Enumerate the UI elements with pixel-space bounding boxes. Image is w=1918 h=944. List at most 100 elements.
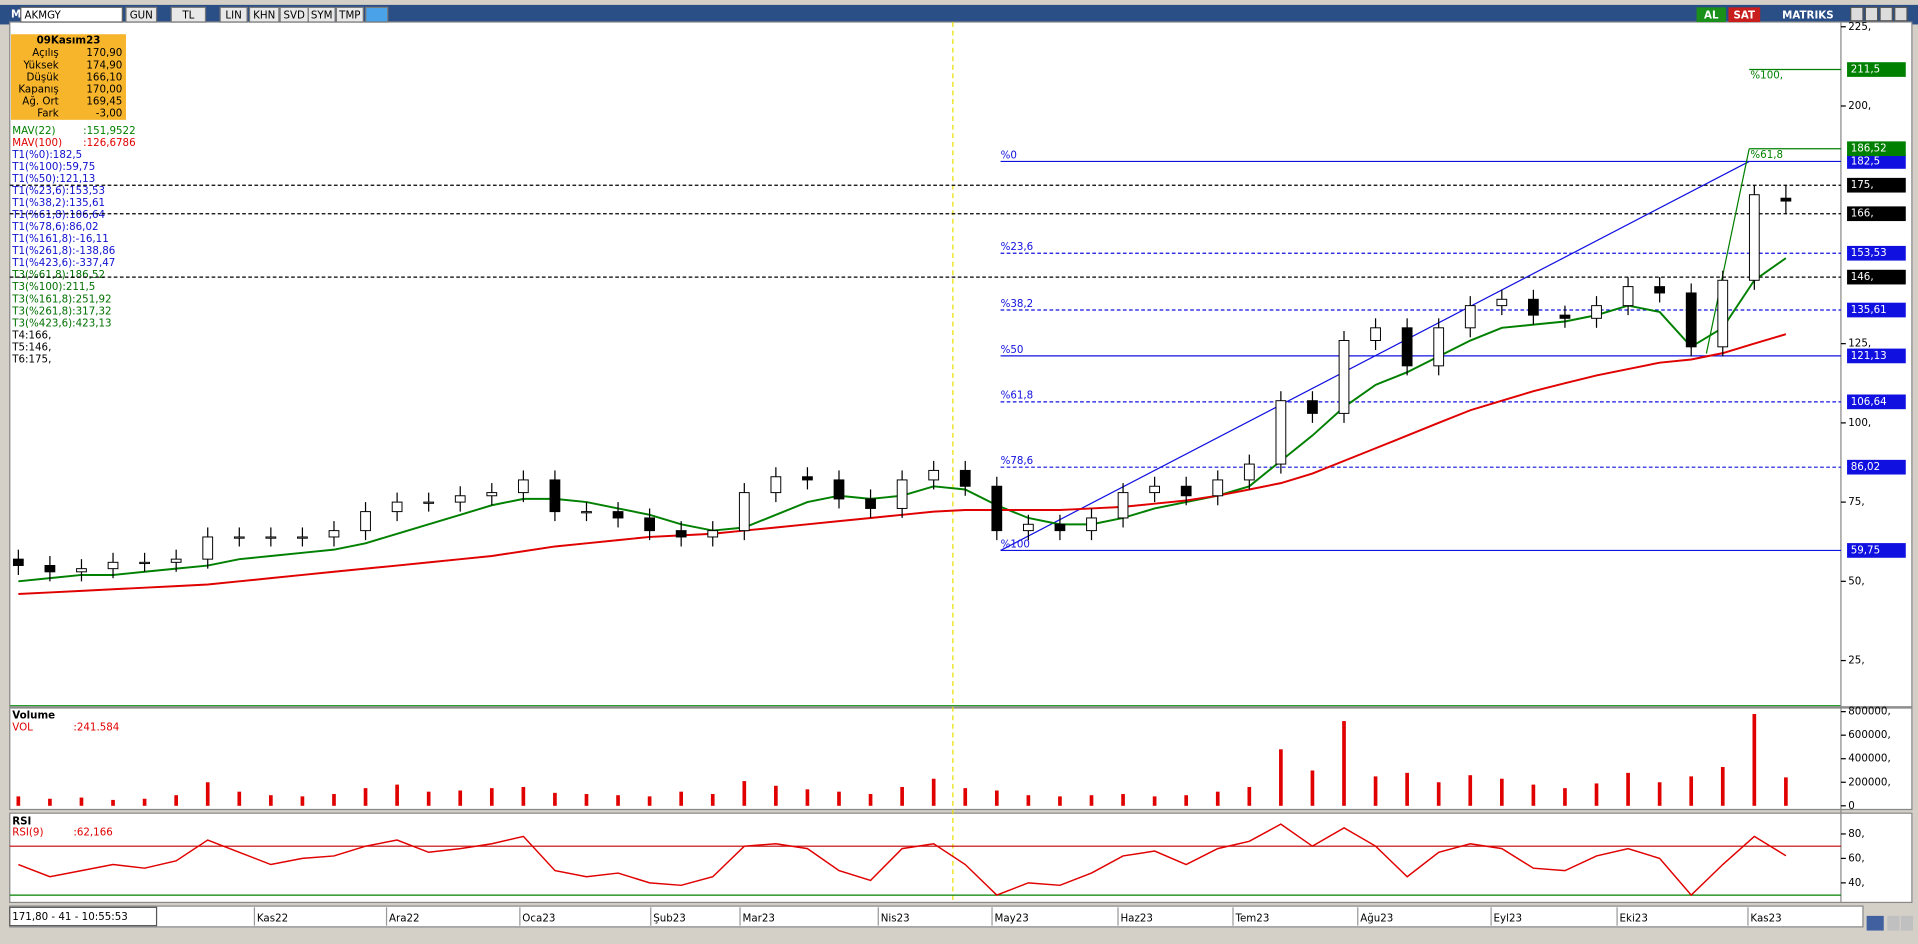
candle-body bbox=[328, 530, 340, 538]
candle-body bbox=[1748, 194, 1760, 281]
mav-name: MAV(100) bbox=[12, 137, 62, 149]
toolbar-button[interactable] bbox=[170, 6, 207, 23]
fib-label: %100 bbox=[1001, 538, 1030, 550]
window-control[interactable] bbox=[1879, 6, 1893, 22]
month-label: Haz23 bbox=[1120, 912, 1152, 924]
t3-value: 186,52 bbox=[1851, 143, 1887, 155]
toolbar-button[interactable] bbox=[248, 6, 280, 23]
volume-bar bbox=[363, 788, 368, 806]
fib-value: 59,75 bbox=[1851, 544, 1880, 556]
toolbar-button[interactable] bbox=[125, 6, 158, 23]
volume-bar bbox=[1468, 775, 1473, 806]
candle-body bbox=[1338, 340, 1350, 414]
month-label: Eyl23 bbox=[1494, 912, 1522, 924]
toolbar-button-label: SYM bbox=[311, 9, 333, 21]
fib-label: %78,6 bbox=[1001, 455, 1034, 467]
candle-body bbox=[896, 479, 908, 509]
candle-body bbox=[1496, 298, 1508, 307]
price-level-box bbox=[1847, 206, 1906, 222]
level-text: T1(%50):121,13 bbox=[11, 173, 95, 185]
info-value: 170,00 bbox=[86, 84, 122, 96]
candle-body bbox=[391, 501, 403, 513]
candle-body bbox=[1054, 523, 1066, 532]
level-text: T3(%423,6):423,13 bbox=[11, 317, 111, 329]
volume-bar bbox=[1720, 766, 1725, 806]
sell-label: SAT bbox=[1734, 9, 1756, 21]
fib-value: 182,5 bbox=[1851, 155, 1880, 167]
level-text: T3(%261,8):317,32 bbox=[11, 305, 111, 317]
y-tick-label: 50, bbox=[1848, 575, 1864, 587]
scroll-left[interactable] bbox=[1887, 915, 1900, 931]
volume-bar bbox=[1247, 786, 1252, 806]
candle-body bbox=[581, 511, 592, 514]
month-label: Ara22 bbox=[389, 912, 420, 924]
candle-body bbox=[1149, 485, 1161, 494]
info-label: Düşük bbox=[26, 71, 58, 83]
volume-bar bbox=[1373, 776, 1378, 806]
candle-body bbox=[1685, 292, 1697, 348]
candle-body bbox=[486, 492, 498, 497]
candle-body bbox=[1591, 305, 1602, 319]
trend-line bbox=[1000, 160, 1750, 551]
volume-bar bbox=[1184, 795, 1189, 806]
toolbar-button[interactable] bbox=[307, 6, 336, 23]
volume-bar bbox=[300, 796, 305, 806]
toolbar-button[interactable] bbox=[335, 6, 364, 23]
candle-body bbox=[297, 536, 308, 539]
volume-bar bbox=[1784, 777, 1788, 806]
window-control[interactable] bbox=[1864, 6, 1879, 22]
mav-value: :126,6786 bbox=[83, 137, 135, 149]
candle-body bbox=[707, 530, 719, 538]
window-control[interactable] bbox=[1850, 6, 1864, 22]
t3-value: 211,5 bbox=[1851, 64, 1880, 76]
buy-button[interactable] bbox=[1696, 7, 1726, 23]
level-text: T5:146, bbox=[11, 341, 51, 353]
fib-value: 86,02 bbox=[1851, 461, 1880, 473]
candle-body bbox=[865, 498, 876, 509]
candle-body bbox=[12, 558, 24, 566]
level-text: T6:175, bbox=[11, 353, 51, 365]
fib-label: %0 bbox=[1001, 149, 1017, 161]
volume-bar bbox=[174, 795, 178, 806]
toolbar-button-label: GUN bbox=[130, 9, 153, 21]
y-tick-label: 225, bbox=[1848, 21, 1871, 33]
scroll-right[interactable] bbox=[1900, 915, 1914, 931]
buy-label: AL bbox=[1704, 9, 1719, 21]
month-label: Mar23 bbox=[742, 912, 774, 924]
candle-body bbox=[770, 476, 782, 494]
symbol-input[interactable] bbox=[20, 6, 123, 23]
rsi-title: RSI bbox=[12, 816, 31, 828]
toolbar-button[interactable] bbox=[219, 6, 248, 23]
window-button[interactable] bbox=[1866, 915, 1884, 931]
candle-body bbox=[644, 517, 655, 532]
symbol-text: AKMGY bbox=[24, 9, 61, 21]
fib-value: 135,61 bbox=[1851, 304, 1887, 316]
level-text: T3(%61,8):186,52 bbox=[11, 269, 105, 281]
status-box bbox=[9, 906, 158, 927]
y-tick-label: 600000, bbox=[1848, 729, 1890, 741]
volume-title: Volume bbox=[12, 709, 55, 721]
volume-bar bbox=[837, 791, 841, 806]
candle-body bbox=[360, 511, 371, 532]
candle-body bbox=[517, 479, 529, 494]
volume-bar bbox=[931, 778, 936, 806]
toolbar-button-label: KHN bbox=[253, 9, 275, 21]
level-text: T1(%38,2):135,61 bbox=[11, 197, 105, 209]
rsi-name: RSI(9) bbox=[12, 827, 43, 839]
volume-bar bbox=[1152, 796, 1157, 806]
month-label: May23 bbox=[994, 912, 1028, 924]
volume-bar bbox=[426, 791, 431, 806]
fib-box bbox=[1847, 543, 1906, 558]
sell-button[interactable] bbox=[1728, 7, 1761, 23]
t3-label: %100, bbox=[1750, 70, 1783, 82]
volume-bar bbox=[1689, 776, 1694, 806]
toolbar-bg bbox=[0, 4, 1918, 25]
window-control[interactable] bbox=[1894, 6, 1908, 22]
fib-box bbox=[1847, 245, 1906, 261]
level-text: T1(%161,8):-16,11 bbox=[11, 233, 109, 245]
candle-body bbox=[1086, 517, 1097, 532]
twitter-button[interactable] bbox=[365, 6, 389, 23]
candle-body bbox=[928, 469, 940, 481]
status-text: 171,80 - 41 - 10:55:53 bbox=[12, 911, 128, 923]
